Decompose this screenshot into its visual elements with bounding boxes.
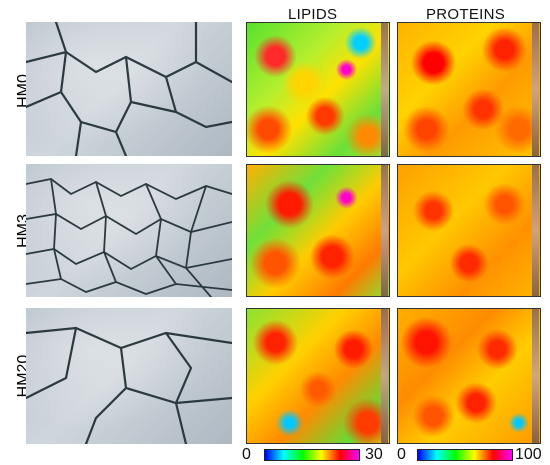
proteins-map-hm0 [397, 22, 541, 157]
proteins-colorbar-min: 0 [397, 446, 406, 463]
lipids-map-hm20 [246, 308, 390, 444]
lipids-colorbar [264, 449, 360, 461]
lipids-map-hm20-edge [381, 309, 388, 443]
proteins-map-hm3-edge [532, 165, 539, 296]
lipids-map-hm3 [246, 164, 390, 297]
proteins-colorbar [417, 449, 513, 461]
proteins-map-hm20-edge [532, 309, 539, 443]
lipids-colorbar-max: 30 [365, 446, 383, 463]
crack-pattern-hm0 [26, 22, 232, 156]
proteins-map-hm0-edge [532, 23, 539, 156]
lipids-header: LIPIDS [288, 6, 338, 23]
micrograph-hm3 [26, 164, 232, 297]
proteins-map-hm3 [397, 164, 541, 297]
proteins-map-hm20 [397, 308, 541, 444]
lipids-colorbar-min: 0 [242, 446, 251, 463]
lipids-map-hm0 [246, 22, 390, 157]
micrograph-hm20 [26, 308, 232, 444]
lipids-map-hm0-edge [381, 23, 388, 156]
proteins-colorbar-max: 100 [515, 446, 542, 463]
proteins-header: PROTEINS [426, 6, 506, 23]
micrograph-hm0 [26, 22, 232, 156]
lipids-map-hm3-edge [381, 165, 388, 296]
crack-pattern-hm3 [26, 178, 232, 297]
crack-pattern-hm20 [26, 326, 232, 444]
